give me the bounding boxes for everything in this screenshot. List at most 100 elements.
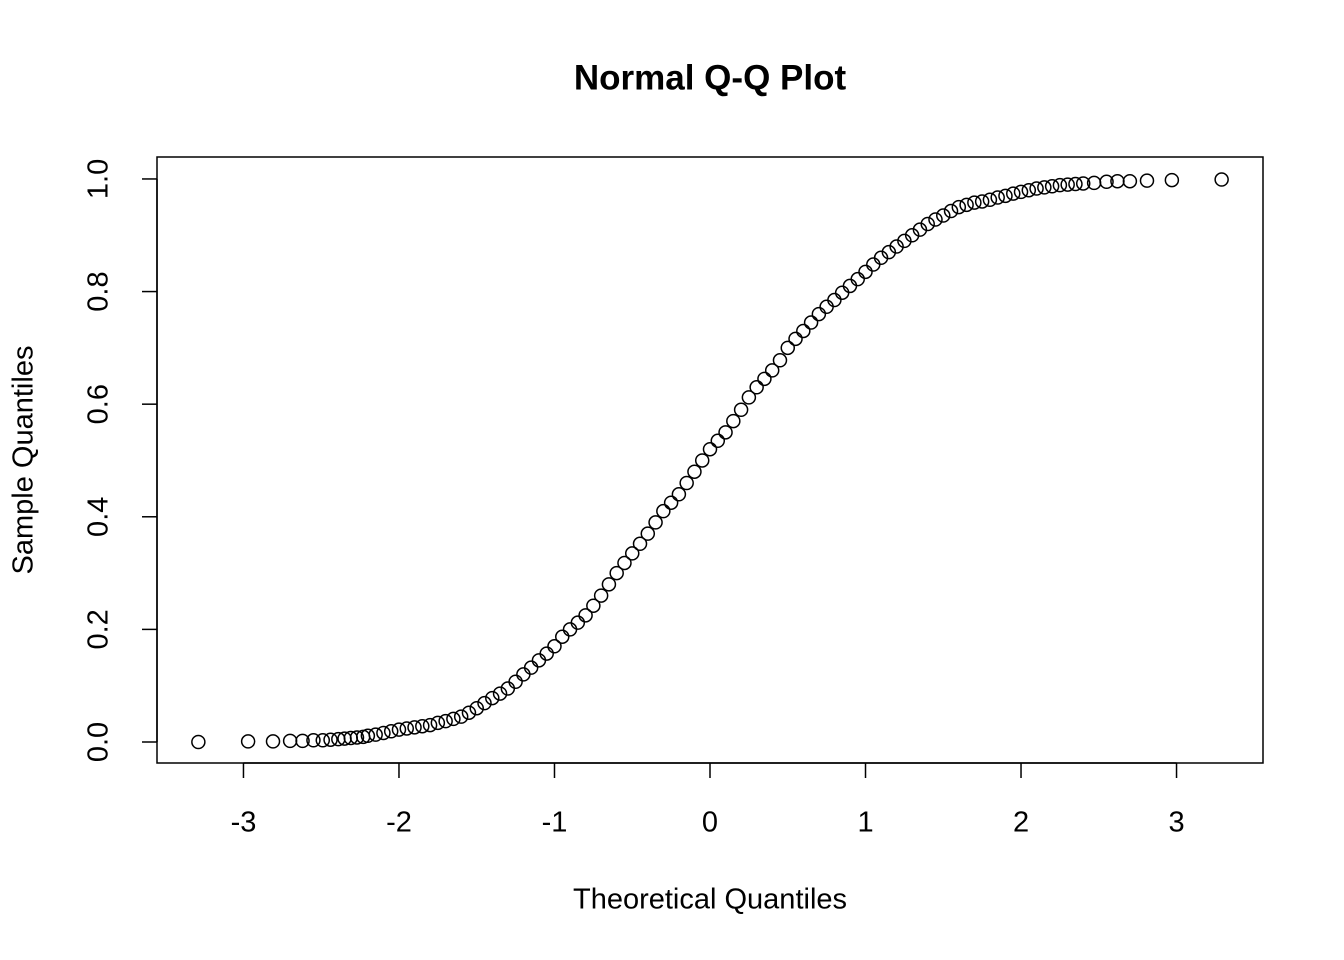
x-tick-label: -3: [231, 807, 257, 839]
point: [617, 555, 632, 571]
x-tick-label: -1: [542, 807, 568, 839]
point: [508, 674, 523, 690]
point: [656, 503, 671, 519]
x-tick-label: 3: [1168, 807, 1184, 839]
point: [477, 695, 492, 711]
x-tick-label: -2: [386, 807, 412, 839]
point: [265, 734, 281, 749]
point: [1060, 177, 1075, 192]
point: [407, 720, 422, 735]
point: [1044, 179, 1060, 194]
point: [578, 608, 593, 623]
point: [531, 653, 547, 668]
point: [749, 380, 764, 395]
point: [928, 212, 943, 227]
point: [399, 721, 415, 736]
point: [430, 715, 446, 731]
point: [624, 546, 640, 561]
point: [866, 257, 881, 272]
point: [827, 292, 842, 308]
point: [1075, 176, 1091, 191]
point: [648, 515, 663, 530]
point: [951, 199, 967, 215]
point: [240, 734, 256, 749]
y-tick-label: 0.4: [83, 497, 115, 537]
point: [819, 299, 834, 315]
point: [858, 264, 873, 280]
point: [539, 646, 554, 661]
point: [306, 733, 321, 748]
point: [920, 216, 935, 232]
point: [1068, 176, 1083, 192]
point: [679, 475, 694, 491]
point: [757, 371, 772, 387]
x-axis-label: Theoretical Quantiles: [573, 884, 847, 916]
point: [733, 402, 749, 418]
point: [772, 353, 788, 368]
point: [446, 711, 461, 727]
y-tick-label: 0.2: [83, 609, 115, 649]
point: [780, 340, 796, 356]
y-tick-label: 1.0: [83, 159, 115, 199]
point: [974, 194, 990, 209]
point: [516, 667, 531, 682]
point: [609, 565, 624, 581]
point: [1214, 172, 1229, 187]
point: [671, 487, 687, 502]
x-tick-label: 1: [857, 807, 873, 839]
point: [982, 192, 998, 208]
point: [1139, 173, 1155, 188]
point: [1013, 184, 1029, 200]
point: [1122, 173, 1138, 189]
point: [601, 577, 617, 592]
point: [702, 441, 718, 457]
point: [990, 190, 1005, 205]
point: [422, 717, 438, 733]
point: [586, 598, 601, 613]
point: [415, 718, 430, 734]
point: [376, 725, 391, 741]
point: [570, 615, 586, 630]
point: [1005, 186, 1021, 201]
point: [694, 453, 710, 468]
point: [687, 464, 702, 479]
y-tick-label: 0.8: [83, 271, 115, 311]
point: [803, 315, 819, 330]
point: [710, 433, 726, 449]
y-tick-label: 0.6: [83, 384, 115, 424]
point: [485, 690, 500, 706]
point: [718, 425, 733, 440]
point: [469, 700, 484, 716]
x-tick-label: 0: [702, 807, 718, 839]
point: [191, 734, 206, 750]
point: [811, 306, 827, 322]
point: [492, 686, 508, 701]
point: [315, 733, 331, 748]
point: [842, 278, 858, 294]
point: [360, 728, 376, 744]
point: [1099, 174, 1114, 190]
point: [282, 733, 298, 749]
y-tick-label: 0.0: [83, 722, 115, 762]
point: [834, 285, 850, 300]
point: [943, 203, 959, 219]
point: [323, 732, 338, 747]
point: [453, 709, 469, 724]
point: [547, 639, 562, 654]
point: [1052, 177, 1068, 193]
y-axis-label: Sample Quantiles: [8, 346, 40, 575]
point: [726, 413, 741, 429]
x-tick-label: 2: [1013, 807, 1029, 839]
point: [349, 730, 365, 745]
point: [788, 331, 803, 347]
point: [461, 705, 477, 720]
point: [796, 323, 811, 339]
point: [764, 363, 780, 378]
point: [1029, 181, 1044, 196]
point: [555, 629, 570, 644]
point: [383, 724, 399, 739]
point: [959, 197, 974, 213]
point: [438, 713, 453, 729]
point: [936, 208, 951, 223]
